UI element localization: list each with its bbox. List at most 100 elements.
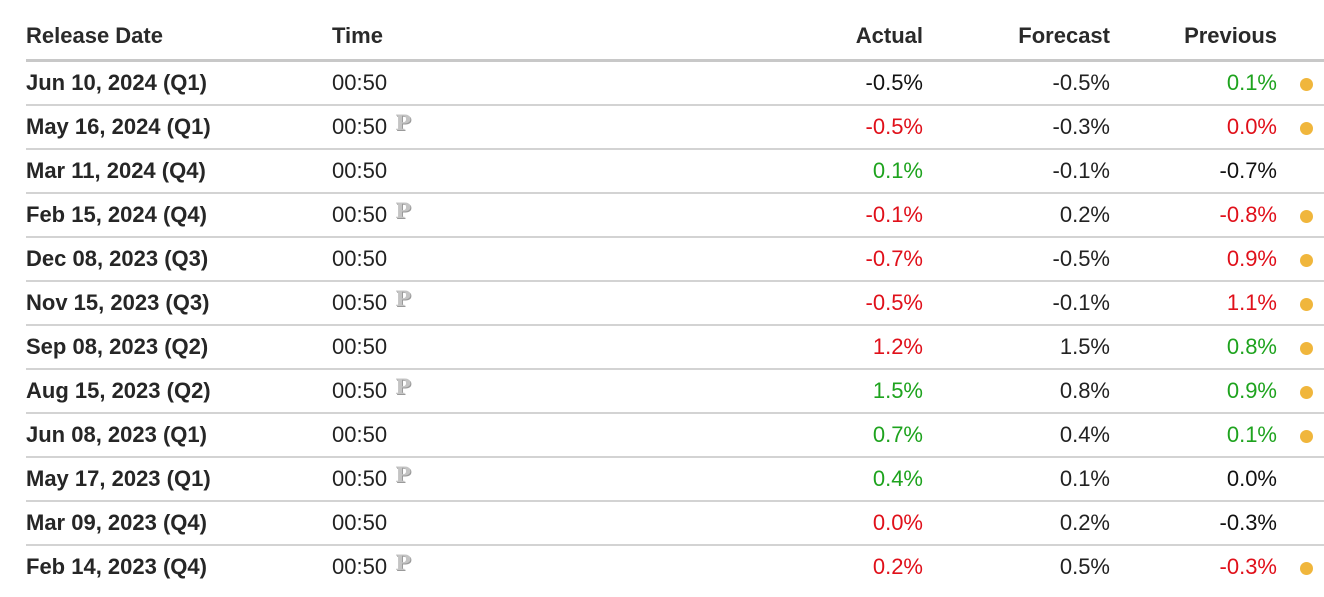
release-time: 00:50 xyxy=(332,502,387,544)
release-date: Sep 08, 2023 (Q2) xyxy=(26,334,209,359)
forecast-value: 0.2% xyxy=(1059,202,1110,227)
revision-dot-icon[interactable] xyxy=(1300,342,1313,355)
release-time: 00:50 xyxy=(332,150,387,192)
table-row[interactable]: Feb 15, 2024 (Q4) 00:50 P -0.1% 0.2% -0.8% xyxy=(26,194,1324,238)
forecast-value: 0.2% xyxy=(1059,510,1110,535)
header-release-date[interactable]: Release Date xyxy=(26,23,163,48)
actual-value: -0.5% xyxy=(865,70,923,95)
table-row[interactable]: Nov 15, 2023 (Q3) 00:50 P -0.5% -0.1% 1.1% xyxy=(26,282,1324,326)
revision-dot-icon[interactable] xyxy=(1300,210,1313,223)
revision-dot-icon[interactable] xyxy=(1300,298,1313,311)
preliminary-icon[interactable]: P xyxy=(395,374,411,399)
release-time: 00:50 xyxy=(332,62,387,104)
release-time-value: 00:50 xyxy=(332,290,388,315)
actual-value: 0.4% xyxy=(872,466,923,491)
forecast-value: 0.4% xyxy=(1059,422,1110,447)
release-time-value: 00:50 xyxy=(332,158,388,183)
table-row[interactable]: Aug 15, 2023 (Q2) 00:50 P 1.5% 0.8% 0.9% xyxy=(26,370,1324,414)
release-date: Mar 09, 2023 (Q4) xyxy=(26,510,207,535)
release-time-value: 00:50 xyxy=(332,378,388,403)
forecast-value: -0.1% xyxy=(1052,158,1110,183)
revision-dot-icon[interactable] xyxy=(1300,430,1313,443)
forecast-value: -0.3% xyxy=(1052,114,1110,139)
header-forecast[interactable]: Forecast xyxy=(1018,23,1110,48)
release-date: Dec 08, 2023 (Q3) xyxy=(26,246,209,271)
release-time-value: 00:50 xyxy=(332,466,388,491)
table-row[interactable]: Feb 14, 2023 (Q4) 00:50 P 0.2% 0.5% -0.3% xyxy=(26,546,1324,590)
release-time: 00:50 P xyxy=(332,106,411,148)
release-time-value: 00:50 xyxy=(332,554,388,579)
forecast-value: -0.5% xyxy=(1052,70,1110,95)
previous-value: 0.0% xyxy=(1226,114,1277,139)
preliminary-icon[interactable]: P xyxy=(395,198,411,223)
forecast-value: 0.8% xyxy=(1059,378,1110,403)
forecast-value: -0.1% xyxy=(1052,290,1110,315)
release-time: 00:50 P xyxy=(332,546,411,588)
table-row[interactable]: Mar 09, 2023 (Q4) 00:50 0.0% 0.2% -0.3% xyxy=(26,502,1324,546)
release-date: Aug 15, 2023 (Q2) xyxy=(26,378,211,403)
revision-dot-icon[interactable] xyxy=(1300,254,1313,267)
revision-dot-icon[interactable] xyxy=(1300,78,1313,91)
forecast-value: 0.1% xyxy=(1059,466,1110,491)
table-row[interactable]: May 17, 2023 (Q1) 00:50 P 0.4% 0.1% 0.0% xyxy=(26,458,1324,502)
preliminary-icon[interactable]: P xyxy=(395,550,411,575)
release-date: Feb 15, 2024 (Q4) xyxy=(26,202,207,227)
table-row[interactable]: Dec 08, 2023 (Q3) 00:50 -0.7% -0.5% 0.9% xyxy=(26,238,1324,282)
release-time: 00:50 xyxy=(332,414,387,456)
previous-value: 0.9% xyxy=(1226,378,1277,403)
header-time[interactable]: Time xyxy=(332,23,383,48)
release-time-value: 00:50 xyxy=(332,334,388,359)
release-time: 00:50 xyxy=(332,238,387,280)
previous-value: -0.7% xyxy=(1219,158,1277,183)
previous-value: -0.3% xyxy=(1219,554,1277,579)
release-time-value: 00:50 xyxy=(332,202,388,227)
forecast-value: -0.5% xyxy=(1052,246,1110,271)
revision-dot-icon[interactable] xyxy=(1300,122,1313,135)
header-actual[interactable]: Actual xyxy=(855,23,923,48)
release-date: Nov 15, 2023 (Q3) xyxy=(26,290,210,315)
actual-value: 0.2% xyxy=(872,554,923,579)
release-time-value: 00:50 xyxy=(332,422,388,447)
previous-value: 0.1% xyxy=(1226,70,1277,95)
release-time: 00:50 P xyxy=(332,194,411,236)
table-row[interactable]: May 16, 2024 (Q1) 00:50 P -0.5% -0.3% 0.0% xyxy=(26,106,1324,150)
revision-dot-icon[interactable] xyxy=(1300,562,1313,575)
previous-value: -0.3% xyxy=(1219,510,1277,535)
actual-value: -0.1% xyxy=(865,202,923,227)
release-time: 00:50 xyxy=(332,326,387,368)
table-row[interactable]: Jun 08, 2023 (Q1) 00:50 0.7% 0.4% 0.1% xyxy=(26,414,1324,458)
release-date: Jun 08, 2023 (Q1) xyxy=(26,422,207,447)
actual-value: 1.2% xyxy=(872,334,923,359)
release-date: Feb 14, 2023 (Q4) xyxy=(26,554,207,579)
previous-value: 1.1% xyxy=(1226,290,1277,315)
previous-value: 0.9% xyxy=(1226,246,1277,271)
table-body: Jun 10, 2024 (Q1) 00:50 -0.5% -0.5% 0.1% May … xyxy=(26,62,1324,590)
release-time: 00:50 P xyxy=(332,370,411,412)
header-previous[interactable]: Previous xyxy=(1184,23,1277,48)
actual-value: -0.5% xyxy=(865,290,923,315)
preliminary-icon[interactable]: P xyxy=(395,462,411,487)
release-date: Mar 11, 2024 (Q4) xyxy=(26,158,206,183)
table-row[interactable]: Jun 10, 2024 (Q1) 00:50 -0.5% -0.5% 0.1% xyxy=(26,62,1324,106)
release-time-value: 00:50 xyxy=(332,114,388,139)
preliminary-icon[interactable]: P xyxy=(395,110,411,135)
release-time-value: 00:50 xyxy=(332,70,388,95)
release-time-value: 00:50 xyxy=(332,510,388,535)
previous-value: 0.8% xyxy=(1226,334,1277,359)
release-time-value: 00:50 xyxy=(332,246,388,271)
release-time: 00:50 P xyxy=(332,282,411,324)
previous-value: -0.8% xyxy=(1219,202,1277,227)
actual-value: 0.7% xyxy=(872,422,923,447)
table-header: Release Date Time Actual Forecast Previo… xyxy=(26,0,1324,62)
actual-value: 0.1% xyxy=(872,158,923,183)
actual-value: -0.7% xyxy=(865,246,923,271)
release-time: 00:50 P xyxy=(332,458,411,500)
previous-value: 0.1% xyxy=(1226,422,1277,447)
revision-dot-icon[interactable] xyxy=(1300,386,1313,399)
table-row[interactable]: Sep 08, 2023 (Q2) 00:50 1.2% 1.5% 0.8% xyxy=(26,326,1324,370)
preliminary-icon[interactable]: P xyxy=(395,286,411,311)
actual-value: 0.0% xyxy=(872,510,923,535)
actual-value: -0.5% xyxy=(865,114,923,139)
previous-value: 0.0% xyxy=(1226,466,1277,491)
table-row[interactable]: Mar 11, 2024 (Q4) 00:50 0.1% -0.1% -0.7% xyxy=(26,150,1324,194)
